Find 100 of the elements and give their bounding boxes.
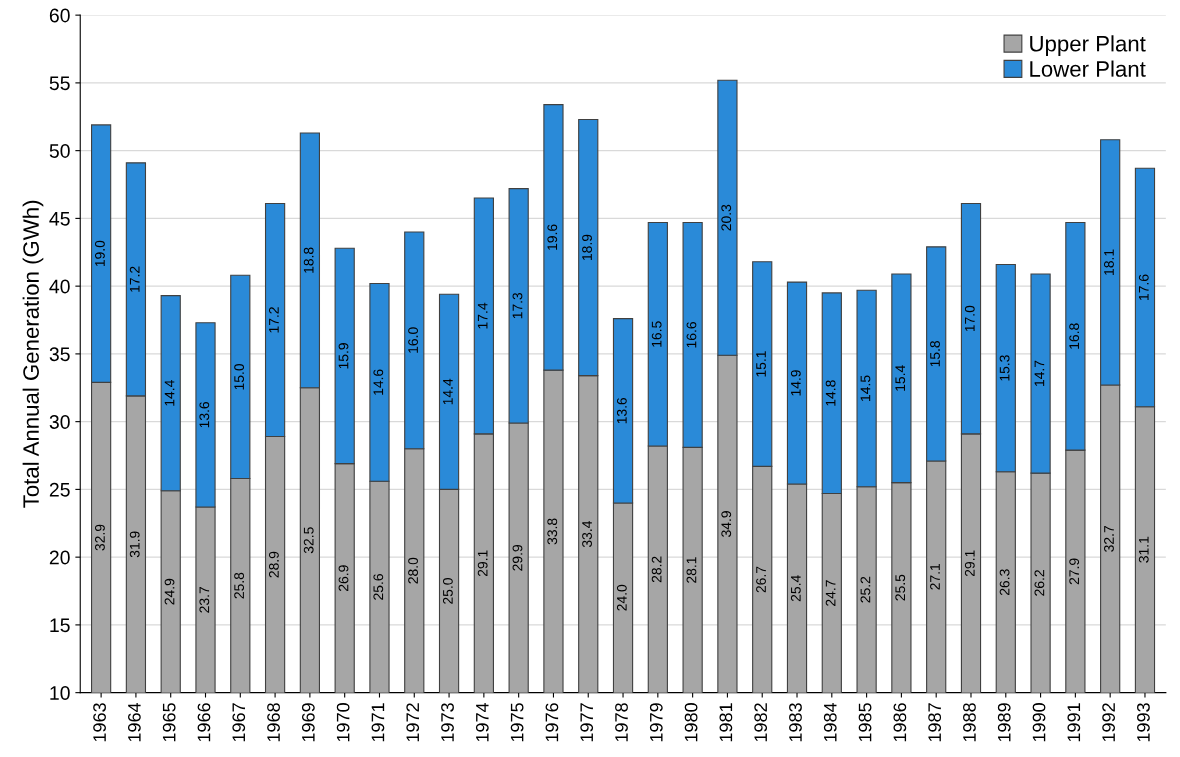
data-label: 29.1 [964, 550, 975, 577]
data-label: 26.7 [756, 566, 766, 593]
y-tick-label: 30 [49, 415, 70, 429]
data-label: 27.9 [1069, 558, 1080, 585]
y-tick-label: 55 [49, 76, 70, 91]
data-label: 31.9 [129, 531, 140, 558]
data-label: 16.8 [1069, 323, 1080, 349]
y-tick-label: 15 [50, 618, 70, 633]
data-label: 32.5 [303, 527, 314, 554]
x-tick-label: 1986 [893, 703, 907, 742]
y-tick-label: 40 [49, 279, 70, 294]
data-label: 24.7 [825, 580, 836, 606]
data-label: 15.8 [930, 340, 940, 367]
x-tick-label: 1984 [823, 702, 837, 742]
data-label: 17.2 [268, 307, 279, 333]
data-label: 17.6 [1138, 274, 1149, 300]
data-label: 17.2 [129, 266, 140, 292]
y-tick-label: 35 [49, 347, 70, 362]
data-label: 27.1 [930, 563, 940, 590]
x-tick-label: 1988 [963, 703, 976, 742]
y-axis-title: Total Annual Generation (GWh) [22, 200, 44, 508]
data-label: 33.8 [547, 518, 558, 545]
x-tick-label: 1979 [649, 703, 663, 742]
data-label: 14.6 [373, 369, 384, 395]
data-label: 17.0 [964, 305, 975, 332]
x-tick-label: 1972 [406, 703, 420, 742]
data-label: 14.9 [790, 370, 801, 396]
data-label: 31.1 [1138, 536, 1149, 563]
data-label: 17.3 [512, 292, 523, 319]
x-tick-label: 1991 [1067, 703, 1081, 742]
data-label: 14.5 [860, 375, 871, 401]
x-tick-label: 1976 [545, 703, 559, 742]
data-label: 28.9 [268, 551, 279, 578]
y-tick-label: 60 [49, 8, 70, 23]
data-label: 15.9 [338, 343, 349, 369]
data-label: 29.1 [477, 550, 488, 577]
data-label: 25.5 [895, 574, 906, 601]
data-label: 18.8 [303, 247, 314, 273]
y-tick-label: 45 [49, 212, 70, 226]
data-label: 25.6 [373, 574, 384, 600]
x-tick-label: 1987 [928, 703, 942, 742]
data-label: 18.9 [582, 234, 592, 260]
data-label: 26.3 [999, 569, 1010, 596]
data-label: 19.0 [95, 240, 105, 267]
data-label: 29.9 [512, 544, 523, 571]
legend-label: Upper Plant [1030, 35, 1146, 56]
data-label: 15.3 [999, 355, 1010, 381]
x-tick-label: 1974 [475, 702, 489, 742]
data-label: 16.5 [651, 321, 662, 347]
x-tick-label: 1992 [1102, 703, 1116, 742]
x-tick-label: 1990 [1032, 703, 1046, 742]
data-label: 15.4 [895, 365, 906, 391]
x-tick-label: 1981 [719, 703, 733, 742]
x-tick-label: 1967 [232, 703, 246, 742]
data-label: 16.0 [408, 327, 418, 353]
data-label: 34.9 [721, 511, 732, 537]
x-tick-label: 1993 [1137, 703, 1150, 742]
data-label: 32.9 [95, 524, 105, 551]
data-label: 32.7 [1104, 526, 1114, 552]
data-label: 15.1 [756, 351, 766, 377]
x-tick-label: 1968 [267, 703, 280, 742]
x-tick-label: 1982 [754, 703, 768, 742]
data-label: 14.4 [443, 378, 453, 405]
y-tick-label: 25 [49, 482, 70, 497]
x-tick-label: 1985 [858, 703, 872, 742]
data-label: 26.9 [338, 565, 349, 591]
data-label: 15.0 [234, 363, 245, 390]
data-label: 28.1 [686, 557, 697, 583]
x-tick-label: 1964 [127, 702, 141, 742]
x-tick-label: 1969 [301, 703, 315, 742]
data-label: 13.6 [616, 397, 627, 424]
data-label: 25.4 [790, 575, 801, 602]
data-label: 19.6 [547, 224, 558, 250]
data-label: 23.7 [199, 587, 210, 613]
x-tick-label: 1970 [336, 703, 350, 742]
data-label: 16.6 [686, 322, 697, 348]
data-label: 25.0 [442, 578, 453, 604]
y-tick-label: 20 [49, 550, 70, 565]
data-label: 28.2 [651, 556, 662, 583]
x-tick-label: 1975 [510, 703, 524, 742]
data-label: 33.4 [582, 521, 592, 548]
x-tick-label: 1977 [580, 703, 594, 742]
data-label: 13.6 [199, 401, 210, 428]
data-label: 18.1 [1104, 249, 1114, 275]
data-label: 24.0 [616, 584, 627, 611]
data-label: 26.2 [1034, 570, 1045, 596]
data-label: 20.3 [721, 204, 732, 231]
data-label: 25.2 [860, 576, 871, 603]
x-tick-label: 1971 [371, 703, 385, 742]
x-tick-label: 1966 [197, 703, 211, 742]
data-label: 28.0 [408, 557, 418, 584]
data-label: 25.8 [234, 572, 245, 599]
y-tick-label: 50 [49, 144, 70, 158]
x-tick-label: 1973 [441, 703, 454, 742]
x-tick-label: 1983 [789, 703, 802, 742]
data-label: 14.4 [164, 380, 175, 406]
x-tick-label: 1980 [684, 703, 698, 742]
x-tick-label: 1978 [615, 703, 628, 742]
data-label: 24.9 [164, 578, 175, 605]
data-label: 17.4 [477, 302, 488, 329]
